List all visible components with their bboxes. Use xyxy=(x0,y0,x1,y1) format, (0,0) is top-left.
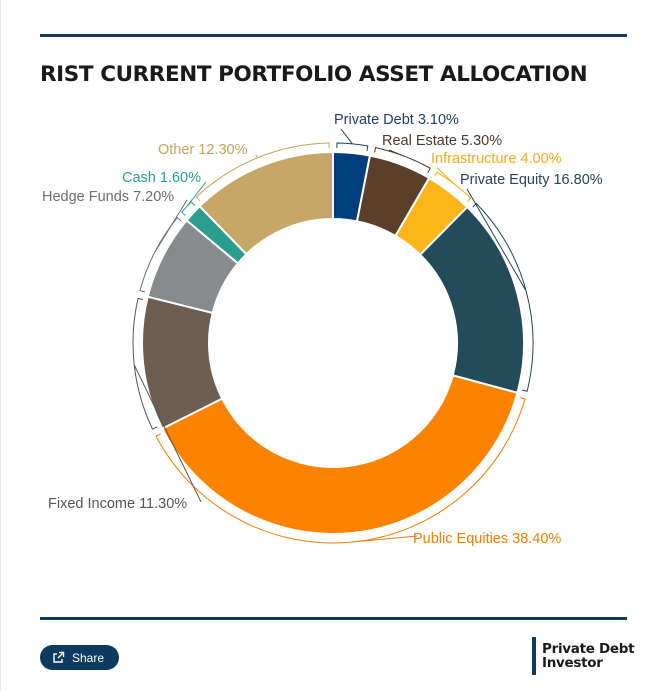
logo-line-2: Investor xyxy=(542,655,603,671)
bottom-divider xyxy=(40,617,627,620)
label-private-debt: Private Debt 3.10% xyxy=(334,112,459,128)
leader-other xyxy=(195,142,330,202)
top-divider xyxy=(40,34,627,37)
label-private-equity: Private Equity 16.80% xyxy=(460,172,603,188)
publisher-logo[interactable]: Private Debt Investor xyxy=(532,637,635,675)
slice-public-equities[interactable] xyxy=(160,374,519,535)
leader-private-debt xyxy=(336,128,369,152)
leader-real-estate xyxy=(374,146,431,173)
label-infrastructure: Infrastructure 4.00% xyxy=(431,151,562,167)
leader-public-equities xyxy=(155,397,526,544)
label-real-estate: Real Estate 5.30% xyxy=(382,133,502,149)
donut-chart: Private Debt 3.10% Real Estate 5.30% Infra… xyxy=(42,112,603,547)
leader-hedge-funds xyxy=(139,199,188,293)
share-icon xyxy=(52,651,65,664)
label-cash: Cash 1.60% xyxy=(122,170,201,186)
share-button[interactable]: Share xyxy=(40,645,119,670)
chart-title: RIST CURRENT PORTFOLIO ASSET ALLOCATION xyxy=(40,62,588,87)
leader-fixed-income xyxy=(132,297,202,503)
leader-infrastructure xyxy=(434,167,472,202)
label-hedge-funds: Hedge Funds 7.20% xyxy=(42,189,174,205)
label-public-equities: Public Equities 38.40% xyxy=(413,531,561,547)
label-fixed-income: Fixed Income 11.30% xyxy=(48,496,187,512)
label-other: Other 12.30% xyxy=(158,142,248,158)
share-label: Share xyxy=(72,650,105,665)
slice-other[interactable] xyxy=(198,150,334,256)
leader-private-equity xyxy=(466,188,534,392)
leader-cash xyxy=(180,181,207,216)
logo-line-1: Private Debt xyxy=(542,641,635,657)
